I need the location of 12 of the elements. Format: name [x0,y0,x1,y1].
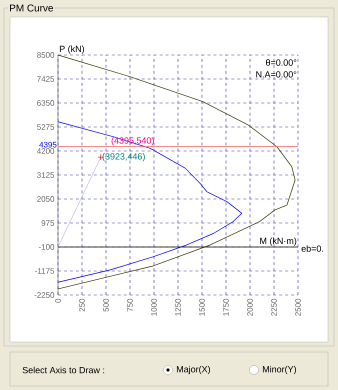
chart-title: PM Curve [10,4,54,12]
text: eb=0. [302,245,324,252]
text: Select Axis to Draw : [22,366,104,374]
y-axis-title: P (kN) [60,45,84,54]
line-series [58,54,296,290]
annotation: (3923,446) [102,153,145,162]
annotation: θ=0.00° [266,59,296,66]
text: Minor(Y) [262,366,296,374]
x-axis-title: M (kN·m) [260,237,296,246]
text: Major(X) [176,366,210,374]
line-series [58,121,242,283]
annotation: N.A=0.00° [256,71,296,78]
